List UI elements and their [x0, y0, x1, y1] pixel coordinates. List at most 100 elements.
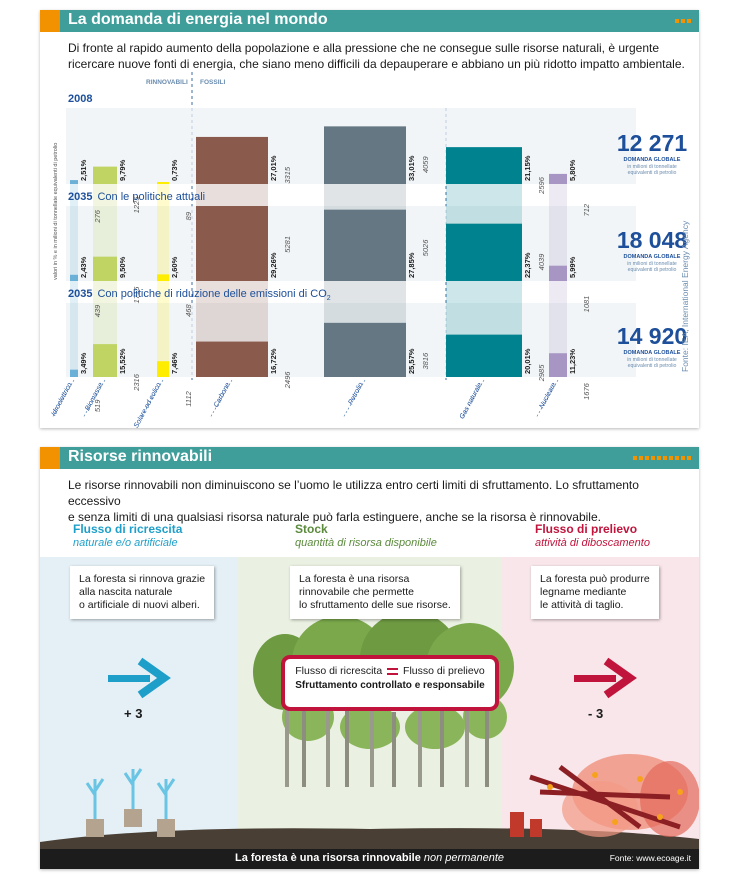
bar-percent-label: 33,01%: [407, 155, 416, 181]
bar-percent-label: 25,57%: [407, 348, 416, 374]
regrowth-arrow-icon: [108, 657, 171, 699]
category-leader: [140, 379, 164, 419]
connector-band: [157, 184, 169, 275]
total-value: 12 271: [617, 130, 688, 156]
header-dots: [633, 456, 691, 460]
harvest-value: - 3: [588, 706, 604, 721]
bar-value-label: 4039: [537, 253, 546, 271]
connector-band: [446, 281, 522, 335]
bar-carbone: [196, 341, 268, 377]
bar-nucleare: [549, 265, 567, 281]
note-ricrescita: La foresta si rinnova grazie alla nascit…: [70, 566, 215, 619]
total-caption: DOMANDA GLOBALE: [624, 350, 681, 356]
row-heading-year: 2008: [68, 93, 92, 105]
footer-caption-italic: non permanente: [423, 852, 505, 864]
bar-petrolio: [324, 126, 406, 184]
bar-value-label: 468: [184, 304, 193, 317]
connector-band: [324, 184, 406, 210]
energy-intro: Di fronte al rapido aumento della popola…: [68, 40, 688, 72]
note-stock: La foresta è una risorsa rinnovabile che…: [290, 566, 460, 619]
bar-percent-label: 0,73%: [170, 159, 179, 181]
bar-percent-label: 2,43%: [79, 256, 88, 278]
col-stock-subtitle: quantità di risorsa disponibile: [295, 537, 437, 549]
balance-caption: Sfruttamento controllato e responsabile: [295, 680, 485, 691]
footer-bar: La foresta è una risorsa rinnovabile non…: [40, 849, 699, 869]
total-caption-detail: in milioni di tonnellate: [627, 164, 677, 170]
bar-percent-label: 2,51%: [79, 159, 88, 181]
connector-band: [324, 281, 406, 323]
energy-demand-panel: La domanda di energia nel mondo Di front…: [40, 10, 699, 428]
header-accent-square: [40, 447, 60, 469]
balance-right: Flusso di prelievo: [403, 665, 485, 677]
note-line: La foresta può produrre: [540, 573, 650, 585]
bar-gas: [446, 223, 522, 281]
bar-value-label: 89: [184, 211, 193, 220]
renewable-intro-line: Le risorse rinnovabili non diminuiscono …: [68, 478, 639, 508]
bar-value-label: 5026: [421, 239, 430, 257]
bar-value-label: 2316: [132, 373, 141, 392]
note-line: rinnovabile che permette: [299, 586, 414, 598]
connector-band: [196, 281, 268, 342]
bar-biomasse: [93, 344, 117, 377]
total-value: 14 920: [617, 323, 687, 349]
bar-percent-label: 20,01%: [523, 348, 532, 374]
note-prelievo: La foresta può produrre legname mediante…: [531, 566, 659, 619]
connector-band: [70, 281, 78, 370]
energy-intro-line: ricercare nuove fonti di energia, che si…: [68, 57, 685, 71]
bar-percent-label: 21,15%: [523, 155, 532, 181]
bar-solare: [157, 274, 169, 281]
connector-band: [157, 281, 169, 362]
bar-percent-label: 7,46%: [170, 352, 179, 374]
bar-value-label: 4059: [421, 156, 430, 174]
bar-petrolio: [324, 209, 406, 281]
renewable-header-bar: Risorse rinnovabili: [40, 447, 699, 469]
bar-percent-label: 11,23%: [568, 349, 577, 374]
total-value: 18 048: [617, 227, 688, 253]
note-line: o artificiale di nuovi alberi.: [79, 599, 200, 611]
footer-caption: La foresta è una risorsa rinnovabile non…: [40, 852, 699, 864]
balance-equation: Flusso di ricrescita Flusso di prelievo: [285, 665, 495, 677]
bar-value-label: 276: [93, 209, 102, 223]
bar-gas: [446, 147, 522, 184]
category-label: Gas naturale: [459, 382, 484, 421]
regrowth-value: + 3: [124, 706, 143, 721]
note-line: lo sfruttamento delle sue risorse.: [299, 599, 451, 611]
total-caption-detail: in milioni di tonnellate: [627, 261, 677, 267]
row-heading-scenario: Con politiche di riduzione delle emissio…: [97, 288, 327, 300]
col-prelievo-subtitle: attività di diboscamento: [535, 537, 650, 549]
total-caption-detail: equivalenti di petrolio: [628, 363, 677, 369]
bar-value-label: 2596: [537, 176, 546, 195]
renewable-section-title: Risorse rinnovabili: [68, 448, 213, 465]
bar-percent-label: 2,60%: [170, 256, 179, 278]
bar-value-label: 712: [582, 203, 591, 216]
bar-solare: [157, 182, 169, 184]
bar-value-label: 1715: [132, 286, 141, 304]
bar-percent-label: 27,85%: [407, 252, 416, 278]
energy-section-title: La domanda di energia nel mondo: [68, 11, 328, 28]
note-line: legname mediante: [540, 586, 627, 598]
bar-percent-label: 16,72%: [269, 348, 278, 374]
note-line: La foresta è una risorsa: [299, 573, 410, 585]
row-heading-subscript: 2: [327, 295, 331, 302]
bar-value-label: 5281: [283, 236, 292, 253]
category-label: Petrolio: [347, 382, 364, 406]
bar-value-label: 1081: [582, 296, 591, 313]
bar-gas: [446, 334, 522, 377]
connector-band: [196, 184, 268, 207]
bar-percent-label: 5,99%: [568, 256, 577, 278]
bar-percent-label: 15,52%: [118, 348, 127, 374]
total-caption: DOMANDA GLOBALE: [624, 254, 681, 260]
energy-chart: 2,51% 276 9,79% 1225 0,73% 89 27,01% 3315 33,01%…: [50, 72, 690, 428]
source-label: Fonte: IEA, International Energy Agency: [680, 220, 690, 372]
row-heading: 2035 Con politiche di riduzione delle emi…: [68, 288, 331, 302]
footer-caption-bold: La foresta è una risorsa rinnovabile: [234, 852, 421, 864]
bar-value-label: 519: [93, 399, 102, 412]
renewable-intro: Le risorse rinnovabili non diminuiscono …: [68, 477, 688, 525]
connector-band: [70, 184, 78, 275]
bar-petrolio: [324, 322, 406, 377]
category-label: Idroelettrico: [50, 382, 73, 418]
row-heading: 2008: [68, 93, 92, 105]
category-leader: [51, 379, 75, 419]
category-leader: [461, 379, 485, 419]
row-heading-year: 2035: [68, 191, 92, 203]
